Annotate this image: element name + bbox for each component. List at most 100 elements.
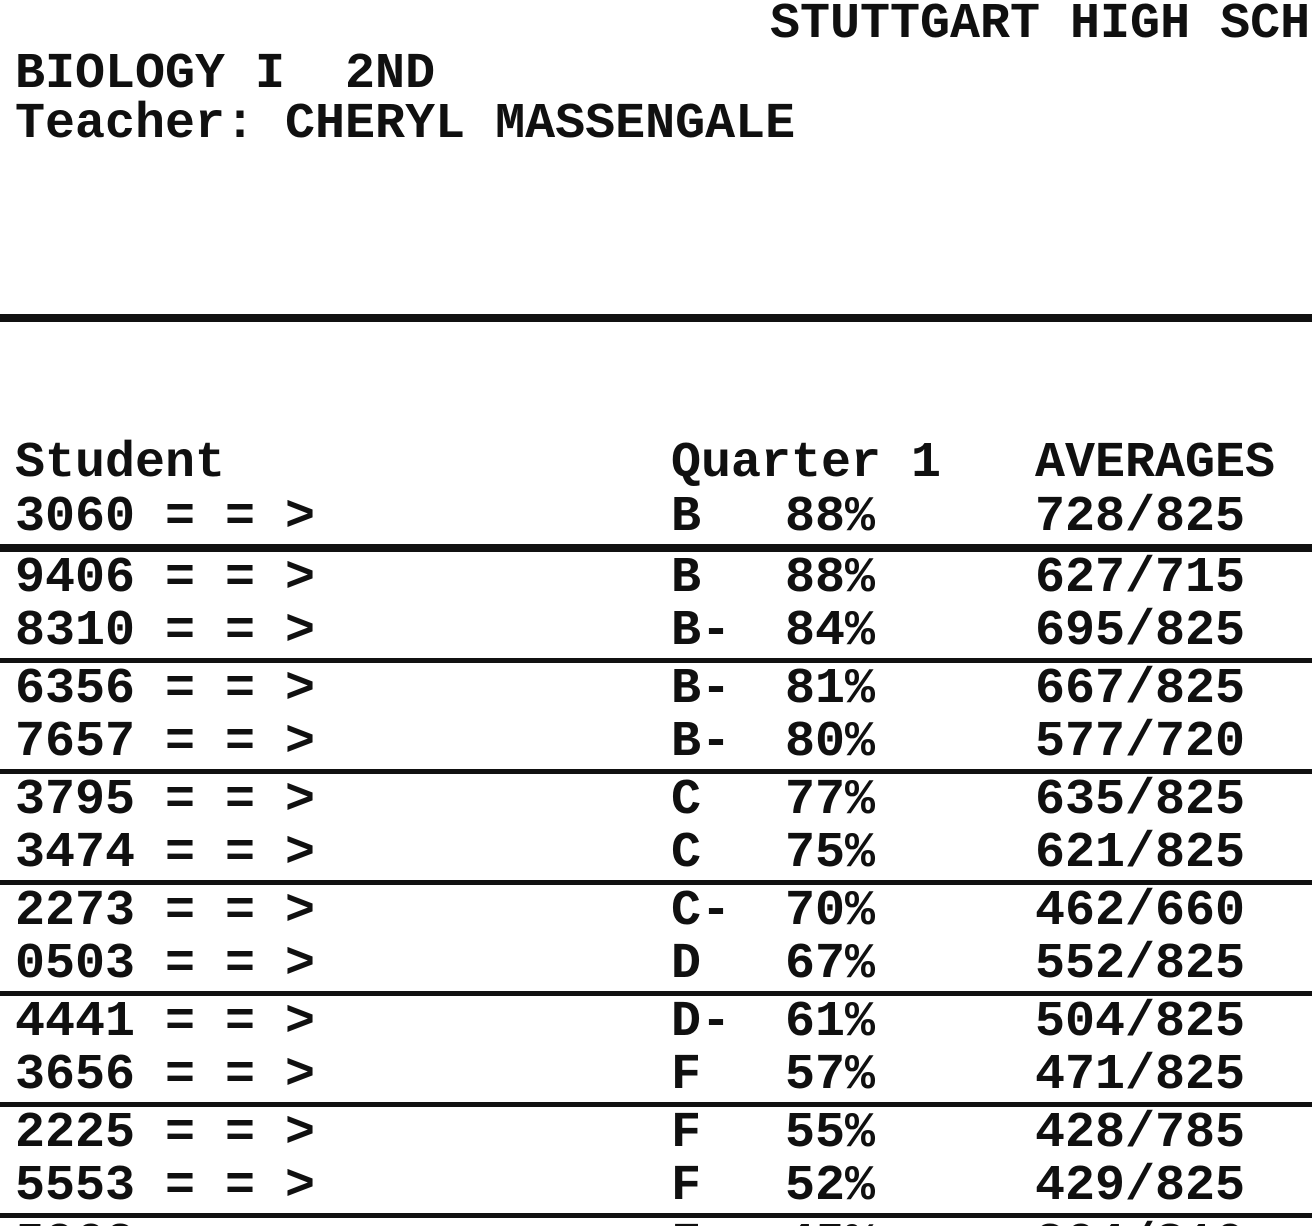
points-fraction: 577/720: [1035, 714, 1246, 771]
percent-grade: 81%: [785, 661, 876, 718]
row-separator-rule: [0, 1102, 1312, 1107]
letter-grade: F: [671, 1218, 785, 1226]
student-cell: 9406 = = >: [0, 552, 671, 605]
student-id: 0503: [15, 936, 136, 993]
row-separator-rule: [0, 544, 1312, 552]
student-id: 3474: [15, 825, 136, 882]
letter-grade: B-: [671, 603, 732, 660]
column-header-averages: AVERAGES: [1035, 435, 1276, 492]
points-fraction: 627/715: [1035, 550, 1246, 607]
percent-grade: 77%: [785, 772, 876, 829]
arrow-symbol: = = >: [165, 603, 316, 660]
points-fraction: 728/825: [1035, 489, 1246, 546]
letter-grade: F: [671, 1105, 702, 1162]
student-id: 3656: [15, 1047, 136, 1104]
points-fraction: 462/660: [1035, 883, 1246, 940]
row-group: 3795 = = > C 77% 635/825 3474 = = > C 75% …: [0, 774, 1312, 880]
points-fraction: 552/825: [1035, 936, 1246, 993]
percent-grade: 61%: [785, 994, 876, 1051]
column-header-student: Student: [15, 435, 226, 492]
row-separator-rule: [0, 658, 1312, 663]
arrow-symbol: = = >: [165, 936, 316, 993]
letter-grade: F: [671, 1158, 702, 1215]
table-row: 0503 = = > D 67% 552/825: [0, 938, 1312, 991]
row-separator-rule: [0, 880, 1312, 885]
student-id: 3795: [15, 772, 136, 829]
letter-grade: D-: [671, 994, 732, 1051]
percent-grade: 57%: [785, 1047, 876, 1104]
letter-grade: C-: [671, 883, 732, 940]
table-row: 7657 = = > B- 80% 577/720: [0, 716, 1312, 769]
table-row: 5962 = = > F 45% 364/810: [0, 1218, 1312, 1226]
course-title: BIOLOGY I 2ND: [15, 46, 436, 103]
percent-grade: 70%: [785, 883, 876, 940]
table-row: 6356 = = > B- 81% 667/825: [0, 663, 1312, 716]
arrow-symbol: = = >: [165, 714, 316, 771]
arrow-symbol: = = >: [165, 550, 316, 607]
row-group: Student Quarter 1 AVERAGES 3060 = = > B 8…: [0, 436, 1312, 544]
points-fraction: 428/785: [1035, 1105, 1246, 1162]
percent-grade: 45%: [785, 1218, 1035, 1226]
arrow-symbol: = = >: [165, 661, 316, 718]
percent-grade: 88%: [785, 489, 876, 546]
arrow-symbol: = = >: [165, 994, 316, 1051]
arrow-symbol: = = >: [165, 1047, 316, 1104]
student-cell: 0503 = = >: [0, 938, 671, 991]
table-row: 3656 = = > F 57% 471/825: [0, 1049, 1312, 1102]
student-cell: 7657 = = >: [0, 716, 671, 769]
student-id: 8310: [15, 603, 136, 660]
points-fraction: 695/825: [1035, 603, 1246, 660]
letter-grade: B-: [671, 714, 732, 771]
arrow-symbol: = = >: [165, 772, 316, 829]
student-id: 3060: [15, 489, 136, 546]
points-fraction: 504/825: [1035, 994, 1246, 1051]
arrow-symbol: = = >: [165, 1158, 316, 1215]
points-fraction: 364/810: [1035, 1218, 1245, 1226]
percent-grade: 88%: [785, 550, 876, 607]
row-separator-rule: [0, 1213, 1312, 1218]
student-cell: 5553 = = >: [0, 1160, 671, 1213]
percent-grade: 75%: [785, 825, 876, 882]
percent-grade: 55%: [785, 1105, 876, 1162]
table-header-row: Student Quarter 1 AVERAGES: [0, 436, 1312, 491]
letter-grade: B: [671, 550, 702, 607]
percent-grade: 67%: [785, 936, 876, 993]
points-fraction: 621/825: [1035, 825, 1246, 882]
student-id: 2225: [15, 1105, 136, 1162]
arrow-symbol: = = >: [165, 883, 316, 940]
student-cell: 3795 = = >: [0, 774, 671, 827]
table-top-rule: [0, 314, 1312, 322]
student-cell: 3656 = = >: [0, 1049, 671, 1102]
letter-grade: F: [671, 1047, 702, 1104]
student-id: 5553: [15, 1158, 136, 1215]
student-cell: 6356 = = >: [0, 663, 671, 716]
student-id: 7657: [15, 714, 136, 771]
student-cell: 3060 = = >: [0, 491, 671, 544]
column-header-quarter: Quarter 1: [671, 435, 942, 492]
row-group: 4441 = = > D- 61% 504/825 3656 = = > F 57%…: [0, 996, 1312, 1102]
table-row: 8310 = = > B- 84% 695/825: [0, 605, 1312, 658]
student-id: 5962: [15, 1216, 135, 1226]
student-cell: 2273 = = >: [0, 885, 671, 938]
table-row: 3060 = = > B 88% 728/825: [0, 491, 1312, 544]
arrow-symbol: = = >: [165, 489, 316, 546]
teacher-line: Teacher: CHERYL MASSENGALE: [15, 96, 796, 153]
table-row: 2273 = = > C- 70% 462/660: [0, 885, 1312, 938]
letter-grade: C: [671, 825, 702, 882]
student-cell: 2225 = = >: [0, 1107, 671, 1160]
student-cell: 5962 = = >: [0, 1218, 671, 1226]
student-cell: 3474 = = >: [0, 827, 671, 880]
arrow-symbol: = = >: [165, 1216, 315, 1226]
letter-grade: B-: [671, 661, 732, 718]
points-fraction: 635/825: [1035, 772, 1246, 829]
student-cell: 8310 = = >: [0, 605, 671, 658]
row-group: 9406 = = > B 88% 627/715 8310 = = > B- 84%…: [0, 552, 1312, 658]
percent-grade: 52%: [785, 1158, 876, 1215]
arrow-symbol: = = >: [165, 1105, 316, 1162]
arrow-symbol: = = >: [165, 825, 316, 882]
row-group: 2273 = = > C- 70% 462/660 0503 = = > D 67%…: [0, 885, 1312, 991]
row-group: 2225 = = > F 55% 428/785 5553 = = > F 52% …: [0, 1107, 1312, 1213]
row-separator-rule: [0, 991, 1312, 996]
points-fraction: 429/825: [1035, 1158, 1246, 1215]
